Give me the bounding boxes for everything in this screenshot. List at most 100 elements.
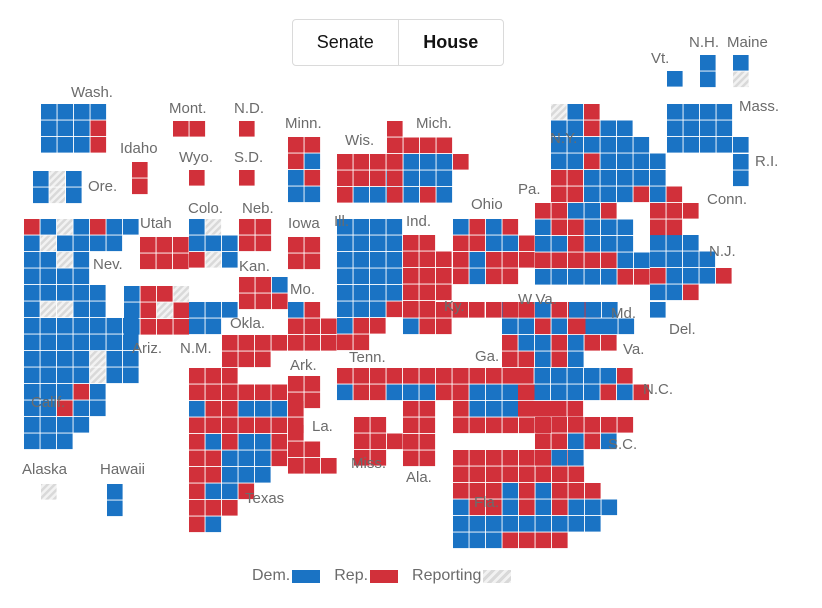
district-tile-dem[interactable]	[386, 285, 403, 301]
district-tile-rep[interactable]	[419, 251, 436, 268]
district-tile-rep[interactable]	[386, 368, 403, 384]
district-tile-rep[interactable]	[436, 318, 452, 335]
state-conn[interactable]	[650, 203, 699, 236]
district-tile-dem[interactable]	[683, 120, 700, 137]
district-tile-rep[interactable]	[633, 384, 650, 401]
district-tile-dem[interactable]	[617, 120, 633, 137]
district-tile-rep[interactable]	[502, 302, 519, 318]
district-tile-dem[interactable]	[502, 384, 519, 401]
district-tile-dem[interactable]	[222, 467, 238, 483]
district-tile-reporting[interactable]	[40, 301, 57, 318]
district-tile-dem[interactable]	[601, 269, 617, 285]
district-tile-rep[interactable]	[321, 318, 337, 335]
district-tile-rep[interactable]	[321, 335, 337, 351]
district-tile-dem[interactable]	[568, 450, 584, 466]
district-tile-dem[interactable]	[700, 104, 716, 120]
district-tile-dem[interactable]	[24, 252, 40, 268]
district-tile-rep[interactable]	[173, 237, 189, 253]
district-tile-dem[interactable]	[57, 334, 73, 351]
district-tile-rep[interactable]	[436, 384, 452, 401]
district-tile-rep[interactable]	[370, 154, 386, 170]
district-tile-rep[interactable]	[419, 368, 436, 384]
district-tile-dem[interactable]	[106, 351, 123, 367]
district-tile-rep[interactable]	[387, 154, 403, 170]
district-tile-rep[interactable]	[502, 351, 518, 368]
district-tile-rep[interactable]	[238, 417, 255, 434]
district-tile-dem[interactable]	[40, 351, 57, 367]
district-tile-dem[interactable]	[617, 153, 633, 170]
district-tile-dem[interactable]	[420, 154, 436, 170]
district-tile-dem[interactable]	[569, 302, 585, 318]
state-wva[interactable]	[486, 302, 535, 318]
district-tile-dem[interactable]	[502, 401, 519, 417]
district-tile-dem[interactable]	[733, 154, 749, 170]
state-ala[interactable]	[403, 401, 436, 467]
district-tile-rep[interactable]	[403, 434, 419, 450]
district-tile-rep[interactable]	[419, 235, 436, 251]
district-tile-reporting[interactable]	[551, 104, 567, 120]
district-tile-dem[interactable]	[255, 450, 271, 467]
district-tile-dem[interactable]	[73, 367, 90, 384]
district-tile-dem[interactable]	[337, 235, 353, 252]
district-tile-rep[interactable]	[584, 104, 600, 120]
district-tile-dem[interactable]	[568, 351, 584, 368]
district-tile-rep[interactable]	[601, 203, 617, 219]
state-calif[interactable]	[24, 219, 139, 450]
district-tile-rep[interactable]	[173, 121, 189, 137]
state-hawaii[interactable]	[107, 484, 123, 517]
district-tile-rep[interactable]	[519, 483, 535, 499]
district-tile-dem[interactable]	[502, 499, 519, 516]
state-idaho[interactable]	[132, 162, 148, 195]
district-tile-rep[interactable]	[486, 417, 502, 434]
district-tile-dem[interactable]	[107, 500, 123, 517]
state-miss[interactable]	[354, 417, 403, 466]
district-tile-rep[interactable]	[486, 450, 502, 466]
district-tile-rep[interactable]	[189, 384, 205, 401]
district-tile-rep[interactable]	[552, 466, 568, 483]
district-tile-dem[interactable]	[222, 235, 238, 252]
district-tile-rep[interactable]	[132, 162, 148, 178]
district-tile-dem[interactable]	[57, 137, 74, 153]
district-tile-dem[interactable]	[40, 252, 57, 268]
district-tile-rep[interactable]	[272, 293, 288, 310]
district-tile-dem[interactable]	[288, 302, 304, 318]
district-tile-dem[interactable]	[24, 417, 40, 433]
district-tile-rep[interactable]	[205, 450, 222, 467]
district-tile-dem[interactable]	[370, 301, 386, 318]
district-tile-dem[interactable]	[601, 219, 617, 236]
district-tile-rep[interactable]	[585, 483, 601, 499]
district-tile-dem[interactable]	[403, 384, 419, 401]
district-tile-dem[interactable]	[584, 269, 601, 285]
district-tile-rep[interactable]	[452, 302, 469, 318]
state-nd[interactable]	[239, 121, 255, 137]
district-tile-rep[interactable]	[337, 187, 353, 203]
district-tile-rep[interactable]	[601, 335, 617, 351]
district-tile-dem[interactable]	[337, 301, 353, 318]
district-tile-rep[interactable]	[140, 302, 157, 319]
district-tile-dem[interactable]	[238, 401, 255, 417]
district-tile-reporting[interactable]	[57, 219, 73, 235]
district-tile-dem[interactable]	[486, 384, 502, 401]
district-tile-rep[interactable]	[304, 318, 321, 335]
district-tile-dem[interactable]	[469, 384, 486, 401]
district-tile-rep[interactable]	[205, 467, 222, 483]
district-tile-reporting[interactable]	[90, 367, 106, 384]
district-tile-dem[interactable]	[57, 417, 73, 433]
district-tile-dem[interactable]	[66, 187, 82, 204]
district-tile-rep[interactable]	[288, 153, 304, 170]
district-tile-rep[interactable]	[518, 351, 535, 368]
district-tile-dem[interactable]	[24, 334, 40, 351]
district-tile-rep[interactable]	[453, 466, 469, 483]
district-tile-rep[interactable]	[601, 252, 617, 269]
district-tile-rep[interactable]	[666, 186, 683, 203]
district-tile-rep[interactable]	[584, 252, 601, 269]
district-tile-dem[interactable]	[386, 252, 403, 268]
state-mo[interactable]	[288, 302, 337, 351]
district-tile-rep[interactable]	[617, 269, 634, 285]
district-tile-rep[interactable]	[617, 368, 633, 384]
district-tile-dem[interactable]	[238, 467, 255, 483]
district-tile-dem[interactable]	[650, 170, 666, 186]
district-tile-rep[interactable]	[403, 284, 419, 301]
state-ind[interactable]	[403, 235, 452, 317]
district-tile-rep[interactable]	[189, 434, 205, 450]
